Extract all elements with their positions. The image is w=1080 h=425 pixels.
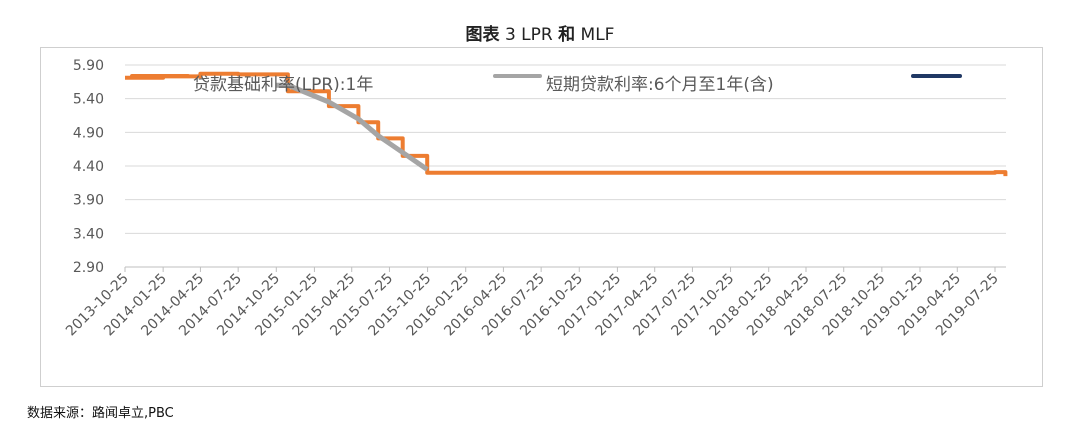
series-line-0 bbox=[125, 71, 1008, 177]
series-line-1 bbox=[276, 82, 429, 172]
x-axis: 2013-10-252014-01-252014-04-252014-07-25… bbox=[63, 266, 1006, 339]
chart-title: 图表 3 LPR 和 MLF bbox=[0, 20, 1080, 45]
source-note: 数据来源：路闻卓立,PBC bbox=[27, 406, 174, 421]
title-lpr: LPR bbox=[521, 25, 553, 45]
title-mlf: MLF bbox=[580, 25, 615, 45]
title-number: 3 bbox=[504, 25, 516, 45]
y-axis: 5.90 5.40 4.90 4.40 3.90 3.40 2.90 bbox=[73, 58, 104, 276]
y-tick-label: 5.40 bbox=[73, 92, 104, 108]
gridlines bbox=[125, 64, 1006, 268]
y-tick-label: 2.90 bbox=[73, 260, 104, 276]
legend-label-1: 短期贷款利率:6个月至1年(含) bbox=[546, 75, 774, 95]
y-tick-label: 5.90 bbox=[73, 58, 104, 74]
y-tick-label: 3.40 bbox=[73, 226, 104, 242]
title-prefix: 图表 bbox=[465, 25, 500, 45]
title-and: 和 bbox=[558, 25, 576, 45]
chart-frame bbox=[40, 47, 1043, 387]
y-tick-label: 3.90 bbox=[73, 193, 104, 209]
y-tick-label: 4.40 bbox=[73, 159, 104, 175]
y-tick-label: 4.90 bbox=[73, 125, 104, 141]
legend-label-0: 贷款基础利率(LPR):1年 bbox=[193, 75, 373, 95]
legend: 贷款基础利率(LPR):1年 短期贷款利率:6个月至1年(含) bbox=[130, 74, 962, 95]
series-lines bbox=[125, 71, 1008, 177]
